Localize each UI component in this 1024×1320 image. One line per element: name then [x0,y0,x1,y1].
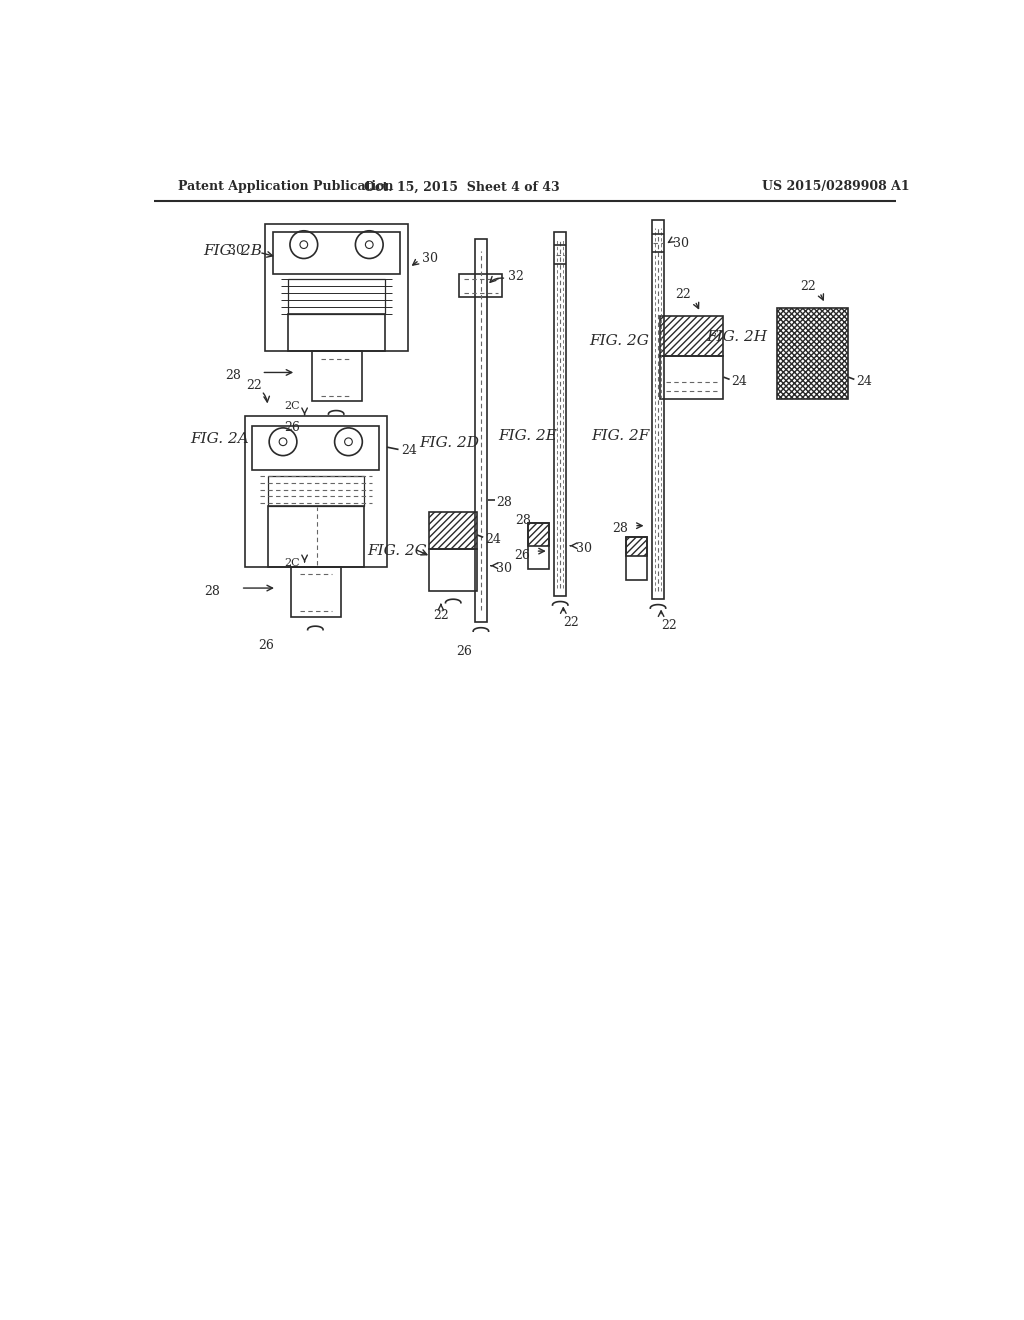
Bar [429,512,477,549]
Bar [291,566,341,616]
Text: 28: 28 [611,521,628,535]
Text: FIG. 2H: FIG. 2H [707,330,768,345]
Text: 22: 22 [662,619,677,632]
Text: 30: 30 [422,252,437,265]
Text: 28: 28 [515,513,531,527]
Text: 30: 30 [227,244,244,257]
Text: Patent Application Publication: Patent Application Publication [178,181,394,194]
Text: 26: 26 [285,421,300,434]
Text: 30: 30 [674,236,689,249]
Text: 30: 30 [575,541,592,554]
Bar [429,549,477,591]
Bar [267,475,364,507]
Text: 22: 22 [246,379,262,392]
Bar [554,231,566,595]
Text: Oct. 15, 2015  Sheet 4 of 43: Oct. 15, 2015 Sheet 4 of 43 [364,181,559,194]
Text: FIG. 2G: FIG. 2G [590,334,649,348]
Bar [626,537,647,557]
Bar [265,224,408,351]
Bar [652,220,665,599]
Bar [273,231,400,275]
Text: FIG. 2D: FIG. 2D [419,437,479,450]
Text: 2C: 2C [285,557,300,568]
Bar [245,416,387,566]
Bar [475,239,487,622]
Text: 28: 28 [225,370,241,381]
Bar [626,537,647,579]
Text: 24: 24 [400,445,417,458]
Bar [252,425,379,470]
Bar [460,275,503,297]
Bar [660,317,724,356]
Text: 30: 30 [497,561,512,574]
Text: 24: 24 [856,375,871,388]
Text: 28: 28 [204,585,220,598]
Text: FIG. 2F: FIG. 2F [591,429,649,442]
Bar [528,523,550,569]
Text: FIG. 2C: FIG. 2C [368,544,427,558]
Text: 22: 22 [433,610,449,622]
Bar [660,356,724,399]
Text: US 2015/0289908 A1: US 2015/0289908 A1 [762,181,909,194]
Bar [289,314,385,351]
Bar [267,507,364,566]
Bar [289,279,385,314]
Bar [311,351,361,401]
Bar [777,308,848,399]
Text: 26: 26 [514,549,529,562]
Text: 26: 26 [258,639,274,652]
Text: 28: 28 [497,496,512,510]
Text: 22: 22 [563,616,579,630]
Text: 32: 32 [508,269,523,282]
Text: 24: 24 [731,375,748,388]
Text: 26: 26 [456,644,472,657]
Text: 22: 22 [676,288,691,301]
Text: FIG. 2E: FIG. 2E [499,429,557,442]
Bar [528,523,550,545]
Text: 22: 22 [801,280,816,293]
Text: FIG. 2B: FIG. 2B [204,244,263,257]
Text: FIG. 2A: FIG. 2A [190,433,250,446]
Text: 2C: 2C [285,401,300,412]
Text: 24: 24 [484,533,501,546]
